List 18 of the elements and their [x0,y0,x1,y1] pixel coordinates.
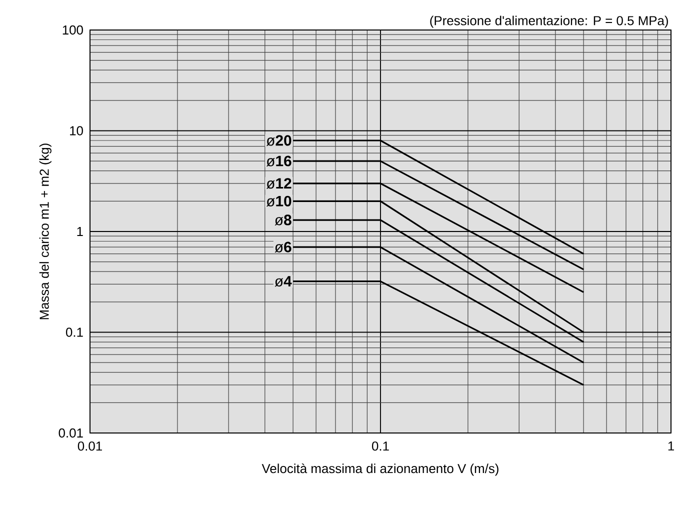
text: (Pressione d'alimentazione: P = 0.5 MPa) [430,16,668,28]
y-tick-label: 100 [62,25,83,35]
series-label: ø20 [266,135,292,146]
y-tick-label: 0.01 [58,428,83,438]
y-axis-title: Massa del carico m1 + m2 (kg) [39,144,52,320]
x-tick-label: 0.01 [78,442,102,451]
y-tick-label: 0.1 [66,328,83,337]
x-axis-title: Velocità massima di azionamento V (m/s) [262,463,498,476]
x-tick-label: 0.1 [372,442,389,451]
series-label: ø10 [266,196,292,207]
x-tick-label: 1 [668,442,674,450]
series-label: ø6 [274,242,292,252]
series-label: ø4 [274,276,292,287]
y-tick-label: 10 [70,126,83,136]
series-label: ø16 [266,156,292,166]
series-label: ø8 [274,214,292,226]
series-label: ø12 [266,178,292,189]
y-tick-label: 1 [77,227,83,236]
